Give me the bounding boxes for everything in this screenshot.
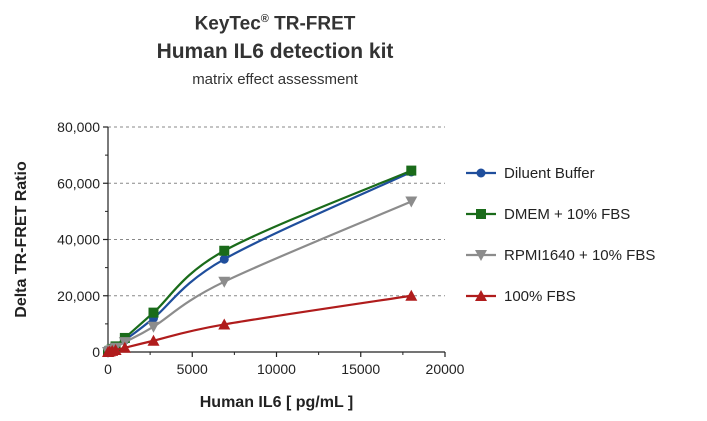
brand-name: KeyTec xyxy=(194,13,261,35)
legend-item: Diluent Buffer xyxy=(466,165,595,182)
y-tick-label: 20,000 xyxy=(57,288,100,304)
legend-item: RPMI1640 + 10% FBS xyxy=(466,247,655,264)
x-tick-label: 0 xyxy=(104,361,112,377)
legend-marker xyxy=(475,290,487,301)
y-axis-label: Delta TR-FRET Ratio xyxy=(13,161,30,318)
y-tick-label: 40,000 xyxy=(57,232,100,248)
legend-marker xyxy=(475,250,487,261)
x-tick-label: 5000 xyxy=(177,361,208,377)
y-tick-label: 0 xyxy=(92,344,100,360)
brand-suffix: TR-FRET xyxy=(268,13,356,35)
chart-subtitle: matrix effect assessment xyxy=(192,71,358,89)
x-tick-label: 20000 xyxy=(426,361,465,377)
axes: 0 20,000 40,000 60,000 80,000 0 5000 10000 15000… xyxy=(57,119,465,377)
legend-label: 100% FBS xyxy=(504,288,576,305)
data-point xyxy=(219,254,229,264)
data-point xyxy=(218,318,231,330)
y-tick-label: 80,000 xyxy=(57,119,100,135)
registered-mark: ® xyxy=(260,13,269,25)
chart-title-brand-line: KeyTec® TR-FRET xyxy=(40,6,510,37)
series-2 xyxy=(102,196,418,358)
data-point xyxy=(218,276,231,288)
data-point xyxy=(118,341,131,353)
data-point xyxy=(406,165,417,176)
data-point xyxy=(219,245,230,256)
gridlines xyxy=(108,126,445,297)
legend-item: 100% FBS xyxy=(466,288,576,305)
data-point xyxy=(147,334,160,346)
legend-marker xyxy=(476,209,486,219)
legend-item: DMEM + 10% FBS xyxy=(466,206,630,223)
chart-title: Human IL6 detection kit xyxy=(156,40,394,64)
legend-marker xyxy=(476,168,486,178)
series-3 xyxy=(102,289,418,357)
data-point xyxy=(405,289,418,301)
legend-label: RPMI1640 + 10% FBS xyxy=(504,247,655,264)
series-group xyxy=(102,165,418,358)
data-point xyxy=(148,307,159,318)
legend: Diluent Buffer DMEM + 10% FBS RPMI1640 + 1… xyxy=(466,165,655,305)
chart-title-block: KeyTec® TR-FRET Human IL6 detection kit … xyxy=(40,6,510,93)
legend-label: DMEM + 10% FBS xyxy=(504,206,630,223)
x-axis-label: Human IL6 [ pg/mL ] xyxy=(200,394,353,411)
y-tick-label: 60,000 xyxy=(57,175,100,191)
data-point xyxy=(109,344,122,356)
data-point xyxy=(147,321,160,333)
x-tick-label: 15000 xyxy=(341,361,380,377)
legend-label: Diluent Buffer xyxy=(504,165,595,182)
data-point xyxy=(405,196,418,208)
x-tick-label: 10000 xyxy=(257,361,296,377)
